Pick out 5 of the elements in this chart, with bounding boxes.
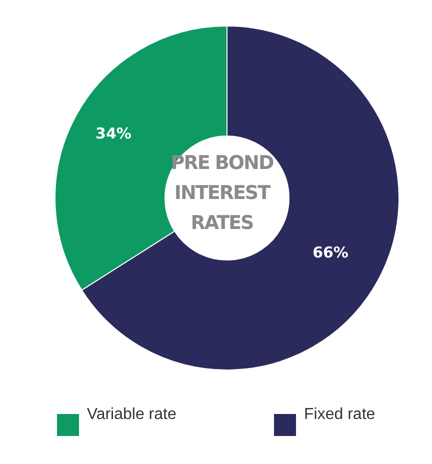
- legend-label: Variable rate: [86, 406, 176, 424]
- legend-label: Fixed rate: [304, 406, 376, 424]
- data-label: 66%: [312, 244, 348, 262]
- text: PRE BOND INTEREST RATES: [170, 151, 274, 236]
- data-label: 34%: [96, 124, 132, 142]
